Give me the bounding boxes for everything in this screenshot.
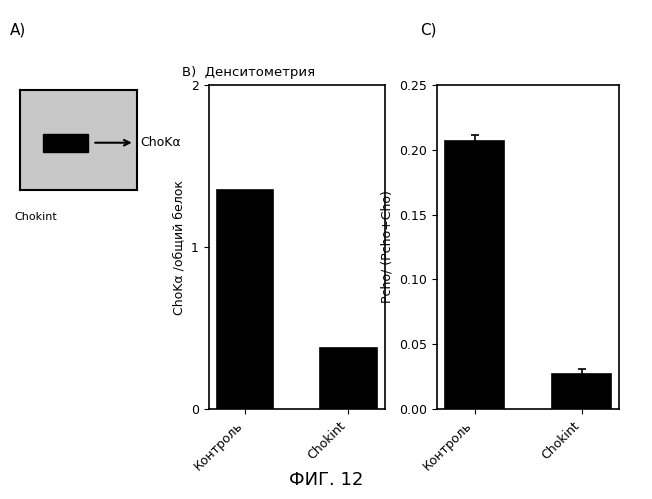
Bar <box>445 141 504 409</box>
Text: C): C) <box>421 22 437 37</box>
Bar <box>320 347 377 409</box>
Bar <box>552 374 611 409</box>
Text: ФИГ. 12: ФИГ. 12 <box>289 471 363 489</box>
Y-axis label: Pcho/ (Pcho+Cho): Pcho/ (Pcho+Cho) <box>381 191 394 303</box>
Text: В)  Денситометрия: В) Денситометрия <box>183 66 316 79</box>
Y-axis label: ChoKα /общий белок: ChoKα /общий белок <box>172 180 185 314</box>
Text: А): А) <box>10 22 26 37</box>
Text: Chokint: Chokint <box>14 212 57 222</box>
Bar <box>43 134 87 152</box>
Text: ChoKα: ChoKα <box>140 136 181 149</box>
Bar <box>216 190 273 409</box>
